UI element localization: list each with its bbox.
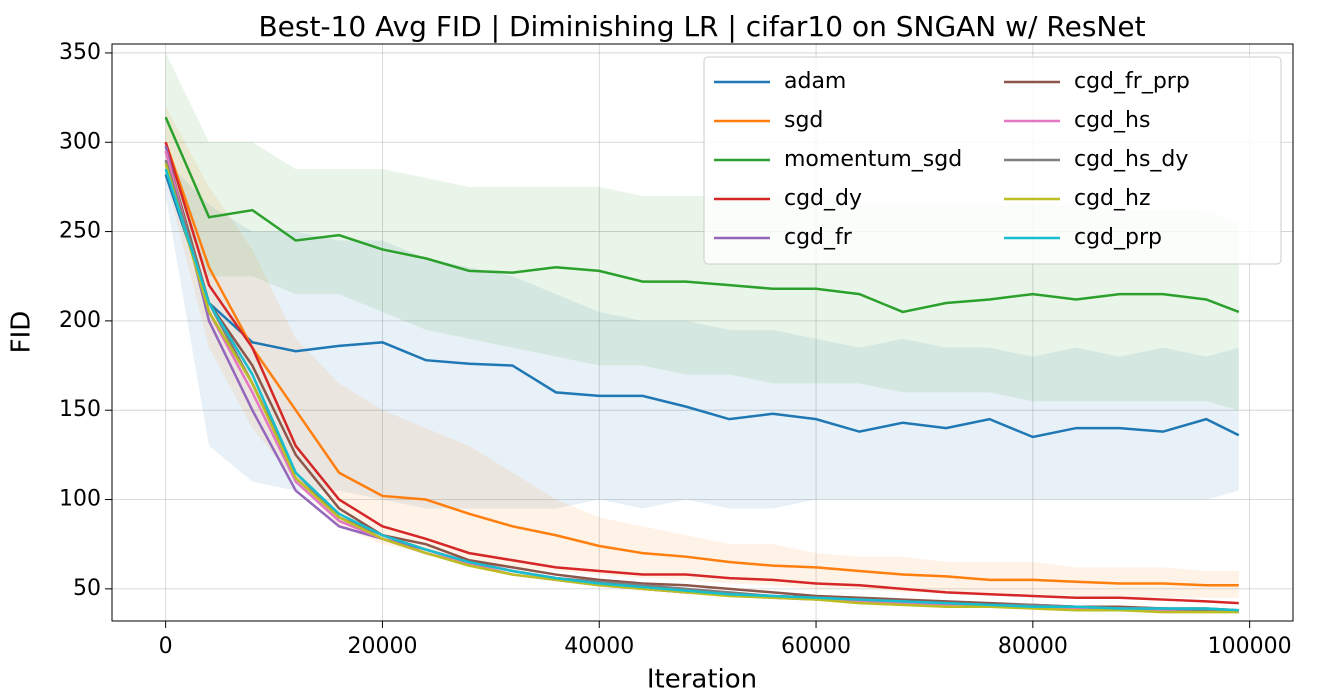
x-tick-label: 80000 [998,634,1068,659]
legend-box [703,56,1282,265]
legend-label: cgd_prp [1074,225,1162,250]
x-axis-label: Iteration [647,665,757,695]
legend-label: cgd_hs_dy [1074,147,1188,172]
x-tick-label: 40000 [564,634,634,659]
error-band [165,106,1239,598]
error-band [165,160,1239,509]
y-tick-label: 100 [59,487,101,512]
line [164,141,1239,605]
y-axis-label: FID [7,311,37,354]
legend-label: cgd_dy [784,186,862,211]
legend-label: cgd_fr_prp [1074,69,1190,94]
x-tick-label: 20000 [347,634,417,659]
line [164,174,1240,439]
legend-label: sgd [784,108,823,133]
x-tick-label: 100000 [1208,634,1292,659]
legend-label: cgd_hs [1074,108,1150,133]
y-tick-label: 200 [59,308,101,333]
line [164,168,1239,612]
plot-frame [111,43,1294,622]
line [164,141,1239,587]
legend-label: momentum_sgd [784,147,962,172]
legend-label: cgd_fr [784,225,853,250]
line [164,116,1240,314]
error-band [165,52,1239,411]
chart-title: Best-10 Avg FID | Diminishing LR | cifar… [258,10,1145,43]
x-tick-label: 0 [159,634,173,659]
y-tick-label: 300 [59,129,101,154]
legend-label: adam [784,69,846,94]
legend: adam sgd momentum_sgd cgd_dy cgd_fr cgd_fr_pr… [703,56,1282,265]
y-tick-label: 150 [59,397,101,422]
y-tick-label: 50 [73,576,101,601]
line [164,163,1239,614]
y-tick-label: 250 [59,219,101,244]
y-tick-label: 350 [59,40,101,65]
legend-label: cgd_hz [1074,186,1151,211]
x-tick-label: 60000 [781,634,851,659]
